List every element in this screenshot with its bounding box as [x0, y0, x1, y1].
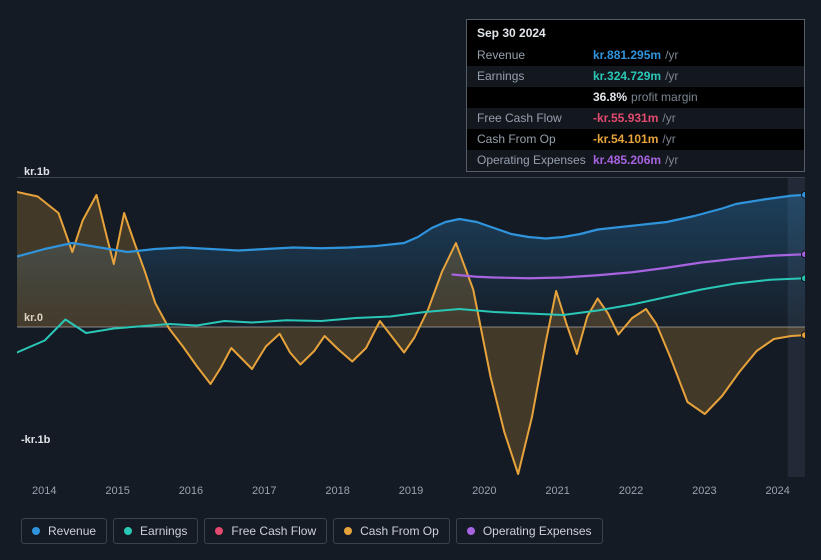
x-axis-label: 2018 [325, 485, 349, 497]
tooltip-title: Sep 30 2024 [467, 20, 804, 45]
legend-item-opex[interactable]: Operating Expenses [456, 518, 603, 544]
tooltip-row-label: Free Cash Flow [477, 111, 593, 125]
legend-dot [124, 527, 132, 535]
tooltip-row-value: 36.8% [593, 90, 627, 104]
tooltip-row-value: kr.881.295m [593, 48, 661, 62]
tooltip-row: Free Cash Flow-kr.55.931m/yr [467, 108, 804, 129]
legend-dot [344, 527, 352, 535]
tooltip: Sep 30 2024 Revenuekr.881.295m/yrEarning… [466, 19, 805, 172]
x-axis-label: 2015 [105, 485, 129, 497]
tooltip-row: Revenuekr.881.295m/yr [467, 45, 804, 66]
tooltip-row-unit: /yr [662, 132, 675, 146]
tooltip-row-value: -kr.55.931m [593, 111, 658, 125]
legend-item-revenue[interactable]: Revenue [21, 518, 107, 544]
x-axis-label: 2024 [765, 485, 789, 497]
legend-item-label: Cash From Op [360, 524, 439, 538]
legend-item-label: Revenue [48, 524, 96, 538]
tooltip-row-label: Operating Expenses [477, 153, 593, 167]
tooltip-row: Earningskr.324.729m/yr [467, 66, 804, 87]
legend-item-fcf[interactable]: Free Cash Flow [204, 518, 327, 544]
legend-item-cfo[interactable]: Cash From Op [333, 518, 450, 544]
legend-dot [467, 527, 475, 535]
tooltip-row-unit: profit margin [631, 90, 698, 104]
x-axis-label: 2017 [252, 485, 276, 497]
x-axis-label: 2020 [472, 485, 496, 497]
x-axis-label: 2016 [179, 485, 203, 497]
tooltip-row: 36.8% profit margin [467, 87, 804, 108]
tooltip-row: Operating Expenseskr.485.206m/yr [467, 150, 804, 171]
legend: Revenue Earnings Free Cash Flow Cash From O… [21, 518, 603, 544]
x-axis-label: 2023 [692, 485, 716, 497]
x-axis-label: 2014 [32, 485, 56, 497]
x-axis-labels: 2014 2015 2016 2017 2018 2019 2020 2021 2022 2023… [32, 485, 790, 497]
legend-dot [32, 527, 40, 535]
tooltip-row-unit: /yr [662, 111, 675, 125]
tooltip-row-label: Cash From Op [477, 132, 593, 146]
tooltip-row-unit: /yr [665, 69, 678, 83]
x-axis-label: 2021 [545, 485, 569, 497]
x-axis-label: 2019 [399, 485, 423, 497]
legend-item-label: Free Cash Flow [231, 524, 316, 538]
tooltip-row-value: kr.324.729m [593, 69, 661, 83]
x-axis-label: 2022 [619, 485, 643, 497]
legend-item-label: Earnings [140, 524, 187, 538]
chart-plot [17, 177, 805, 477]
tooltip-row-label: Earnings [477, 69, 593, 83]
legend-dot [215, 527, 223, 535]
tooltip-row-value: -kr.54.101m [593, 132, 658, 146]
tooltip-row-label: Revenue [477, 48, 593, 62]
tooltip-row: Cash From Op-kr.54.101m/yr [467, 129, 804, 150]
tooltip-row-unit: /yr [665, 48, 678, 62]
tooltip-row-value: kr.485.206m [593, 153, 661, 167]
legend-item-label: Operating Expenses [483, 524, 592, 538]
tooltip-row-unit: /yr [665, 153, 678, 167]
legend-item-earnings[interactable]: Earnings [113, 518, 198, 544]
